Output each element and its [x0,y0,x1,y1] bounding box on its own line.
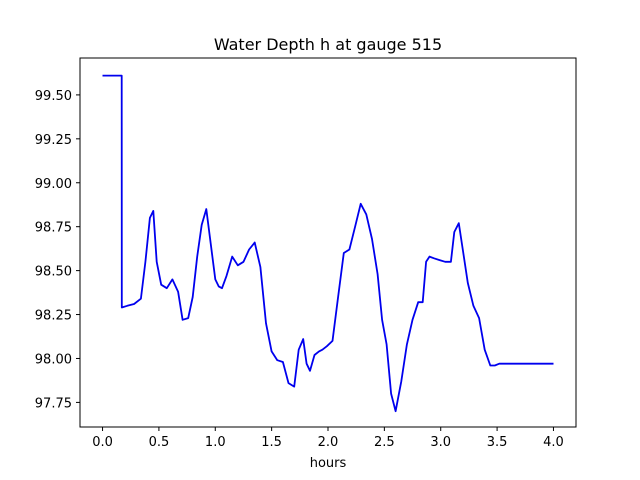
series-layer [102,74,554,413]
y-tick-label: 98.50 [35,265,72,280]
y-tick-label: 98.25 [35,309,72,324]
x-tick-label: 0.5 [149,435,170,450]
x-tick-label: 3.5 [487,435,508,450]
x-tick-label: 2.0 [318,435,339,450]
y-tick-label: 97.75 [35,396,72,411]
series-line-0 [102,74,554,413]
x-tick-label: 0.0 [92,435,113,450]
x-tick-label: 1.0 [205,435,226,450]
x-axis-label: hours [310,456,347,471]
chart-title: Water Depth h at gauge 515 [214,35,442,54]
y-tick-label: 99.00 [35,177,72,192]
x-tick-label: 4.0 [543,435,564,450]
x-tick-label: 3.0 [430,435,451,450]
y-tick-label: 98.75 [35,221,72,236]
x-axis-ticks: 0.0 0.5 1.0 1.5 2.0 2.5 3.0 3.5 4.0 [92,427,564,450]
y-tick-label: 98.00 [35,352,72,367]
y-tick-label: 99.25 [35,133,72,148]
y-axis-ticks: 97.75 98.00 98.25 98.50 98.75 99.00 99.25 99.50 [35,89,80,411]
plot-area-frame [79,57,577,428]
x-tick-label: 2.5 [374,435,395,450]
y-tick-label: 99.50 [35,89,72,104]
x-tick-label: 1.5 [261,435,282,450]
